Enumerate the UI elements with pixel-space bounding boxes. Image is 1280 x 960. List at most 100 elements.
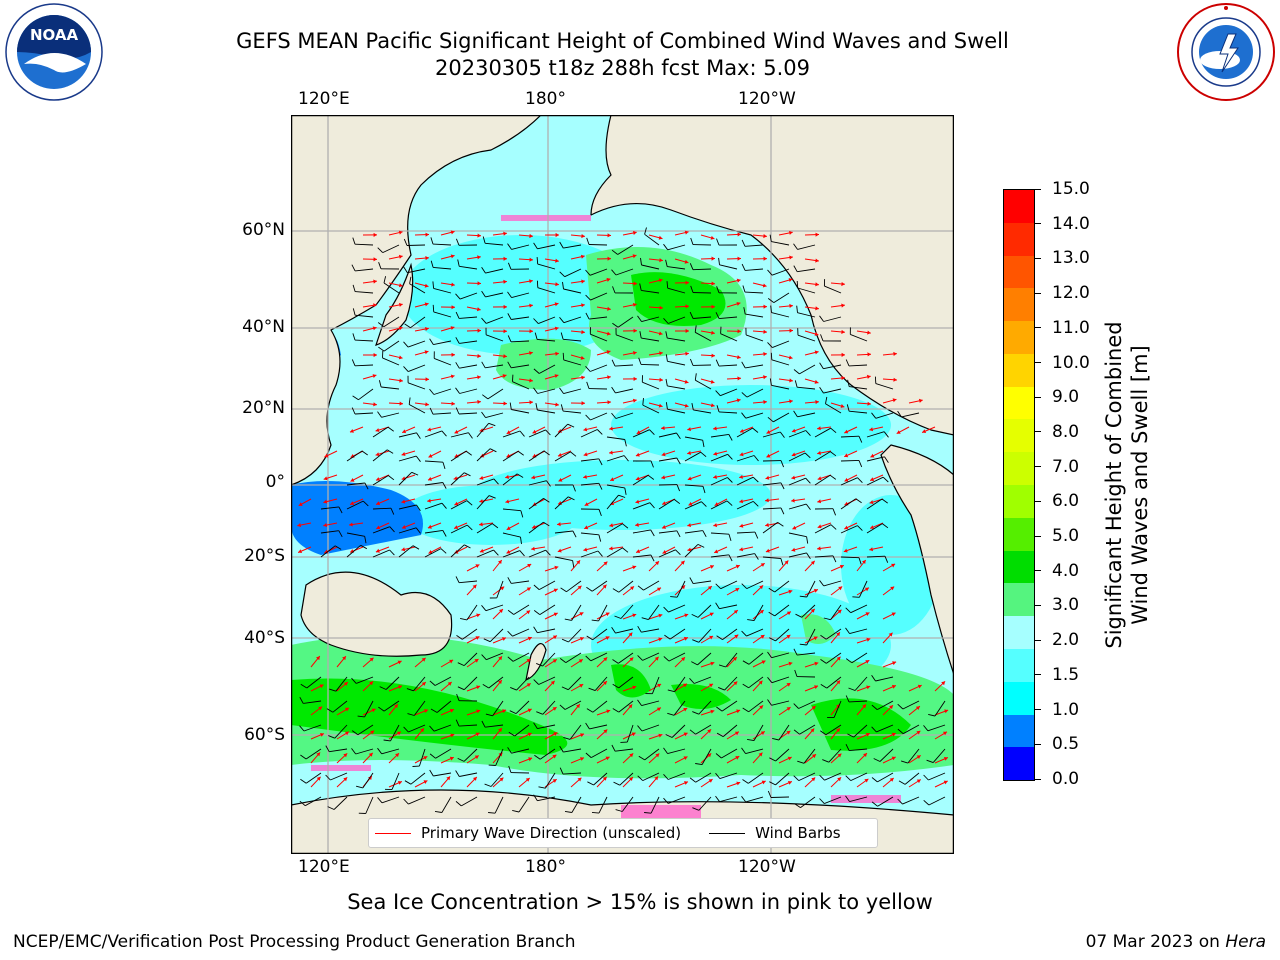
- wave-arrow-head: [603, 561, 608, 566]
- wind-barb-feather: [507, 262, 512, 270]
- wave-arrow-head: [375, 452, 380, 457]
- wind-barb-staff: [433, 340, 452, 346]
- wind-barb-staff: [826, 676, 842, 689]
- wave-arrow-head: [891, 612, 896, 617]
- wave-arrow-head: [763, 304, 767, 309]
- colorbar-tick-mark: [1034, 257, 1041, 259]
- wind-barb-feather: [694, 373, 697, 381]
- wind-barb-staff: [381, 386, 400, 390]
- wind-barb-feather: [338, 530, 343, 538]
- wind-barb-feather: [665, 378, 668, 386]
- wave-arrow-head: [554, 302, 559, 307]
- wave-arrow-head: [421, 657, 426, 662]
- colorbar-cell: [1004, 583, 1034, 617]
- wave-arrow-head: [350, 429, 354, 433]
- wind-barb-feather: [743, 307, 746, 315]
- wave-arrow-head: [602, 776, 607, 781]
- wind-barb-staff: [458, 724, 478, 727]
- colorbar-cell: [1004, 616, 1034, 649]
- wave-arrow-head: [791, 452, 796, 457]
- wind-barb-staff: [641, 316, 660, 323]
- wave-arrow-head: [736, 709, 741, 714]
- wind-barb-staff: [528, 498, 544, 510]
- wave-arrow-head: [841, 329, 845, 334]
- wind-barb-feather: [568, 496, 575, 501]
- wind-barb-feather: [753, 455, 759, 462]
- wind-barb-staff: [511, 364, 530, 369]
- wind-barb-feather: [691, 613, 699, 618]
- wind-barb-staff: [390, 724, 400, 742]
- wind-barb-staff: [346, 544, 361, 558]
- wave-arrow-head: [498, 560, 502, 564]
- wind-barb-staff: [528, 429, 546, 438]
- wave-arrow-head: [870, 453, 875, 458]
- wind-barb-feather: [637, 585, 644, 591]
- wind-barb-staff: [385, 676, 400, 690]
- wave-arrow-head: [554, 326, 559, 331]
- wind-barb-staff: [502, 532, 521, 538]
- colorbar-tick-label: 11.0: [1052, 317, 1090, 338]
- wind-barb-staff: [695, 724, 712, 735]
- wind-barb-staff: [618, 676, 634, 689]
- wind-barb-feather: [300, 778, 307, 784]
- wave-arrow-head: [890, 586, 895, 591]
- wave-arrow-head: [916, 755, 921, 759]
- wind-barb-staff: [797, 386, 816, 390]
- wave-arrow-head: [740, 429, 744, 433]
- wind-barb-feather: [429, 407, 434, 415]
- wind-barb-staff: [303, 700, 322, 704]
- colorbar-tick-mark: [1034, 396, 1041, 398]
- wave-arrow-head: [399, 378, 403, 383]
- colorbar-title: Significant Height of Combined Wind Wave…: [1101, 285, 1153, 685]
- wave-arrow-head: [529, 329, 533, 334]
- wind-barb-staff: [372, 507, 392, 510]
- wave-arrow-head: [603, 657, 608, 662]
- wind-barb-feather: [457, 662, 465, 667]
- wind-barb-staff: [408, 404, 426, 414]
- wind-barb-staff: [851, 652, 868, 664]
- colorbar-tick-label: 9.0: [1052, 387, 1080, 408]
- wave-arrow-head: [814, 685, 818, 690]
- wind-barb-feather: [361, 450, 368, 456]
- wave-arrow-head: [502, 709, 507, 714]
- wind-barb-feather: [481, 317, 487, 324]
- wind-barb-staff: [904, 772, 920, 785]
- wind-barb-staff: [569, 724, 582, 740]
- wind-barb-staff: [589, 724, 608, 730]
- wave-arrow-head: [373, 353, 377, 358]
- wind-barb-feather: [357, 715, 365, 718]
- wind-barb-staff: [563, 410, 582, 414]
- wave-arrow-head: [789, 230, 793, 235]
- wave-arrow-head: [320, 733, 324, 737]
- wind-barb-staff: [798, 772, 816, 782]
- wind-barb-feather: [883, 431, 889, 438]
- wind-barb-feather: [871, 412, 877, 419]
- wind-barb-feather: [586, 708, 594, 713]
- wave-arrow-head: [427, 524, 432, 529]
- wave-arrow-head: [810, 728, 815, 733]
- wind-barb-feather: [560, 587, 567, 593]
- wave-arrow-head: [376, 501, 381, 506]
- wave-arrow-head: [401, 452, 406, 456]
- wave-arrow-head: [425, 377, 429, 382]
- wind-barb-feather: [742, 660, 750, 665]
- legend-wind-barbs: Wind Barbs: [703, 824, 841, 842]
- wind-barb-staff: [876, 724, 894, 733]
- wave-arrow-head: [759, 705, 764, 710]
- wave-arrow-head: [659, 377, 663, 382]
- wind-barb-staff: [424, 460, 444, 463]
- wind-barb-feather: [794, 803, 801, 808]
- wave-arrow-head: [815, 306, 819, 311]
- wind-barb-feather: [820, 684, 828, 689]
- wave-arrow-head: [526, 610, 531, 615]
- wind-barb-feather: [742, 707, 749, 713]
- wind-barb-staff: [771, 312, 790, 318]
- wind-barb-feather: [806, 536, 809, 544]
- wind-barb-feather: [702, 486, 706, 494]
- wave-arrow-head: [297, 523, 301, 528]
- wind-barb-feather: [718, 686, 725, 691]
- wind-barb-staff: [407, 382, 426, 390]
- wind-barb-feather: [664, 634, 671, 640]
- wind-barb-staff: [875, 676, 894, 682]
- wave-arrow-head: [581, 279, 585, 284]
